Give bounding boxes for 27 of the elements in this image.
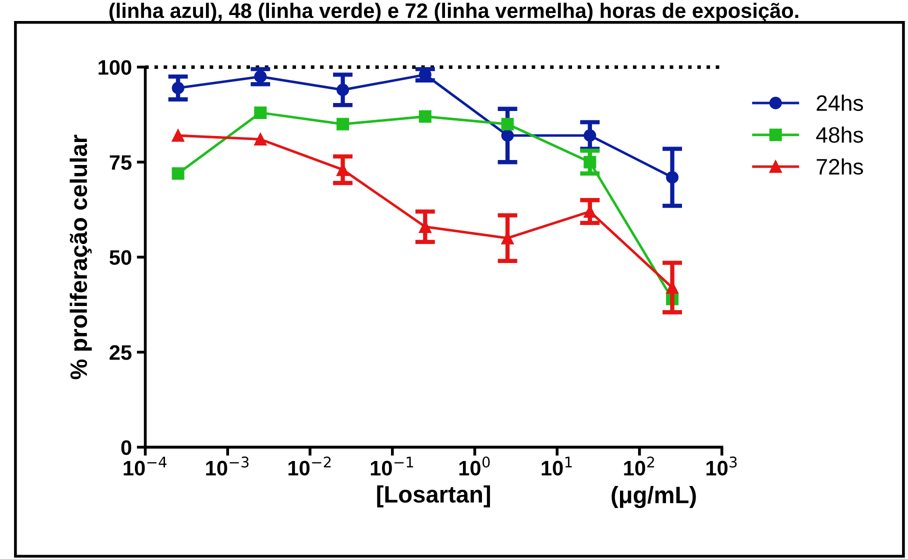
point [172,167,184,180]
y-tick-label: 100 [98,60,132,75]
x-tick-label: 10$^{0}$ [459,456,490,476]
y-tick-label: 0 [121,440,132,455]
y-tick-label: 75 [110,155,132,170]
point [501,118,514,130]
x-tick-label: 10$^{−1}$ [370,456,414,476]
point [172,129,184,142]
x-tick-label: 10$^{2}$ [624,456,654,476]
chart-title: (linha azul), 48 (linha verde) e 72 (linha vermelha) horas de exposição. [109,2,798,22]
x-tick-label: 10$^{−2}$ [288,456,331,476]
point [418,110,432,123]
x-axis-title: [Losartan] [377,485,490,508]
x-tick-label: 10$^{−3}$ [206,456,249,476]
y-axis-title: % proliferação celular [70,134,92,380]
text: (μg/mL) [612,486,696,508]
y-tick-label: 25 [110,345,132,360]
legend-label: 24hs [816,94,863,112]
point [336,118,350,130]
y-tick-label: 50 [110,250,132,265]
x-tick-label: 10$^{−4}$ [124,456,167,476]
x-tick-label: 10$^{1}$ [542,456,572,476]
legend-label: 72hs [816,158,863,175]
legend-label: 48hs [816,126,863,143]
x-tick-label: 10$^{3}$ [706,456,737,476]
point [254,133,267,146]
point [254,106,267,119]
